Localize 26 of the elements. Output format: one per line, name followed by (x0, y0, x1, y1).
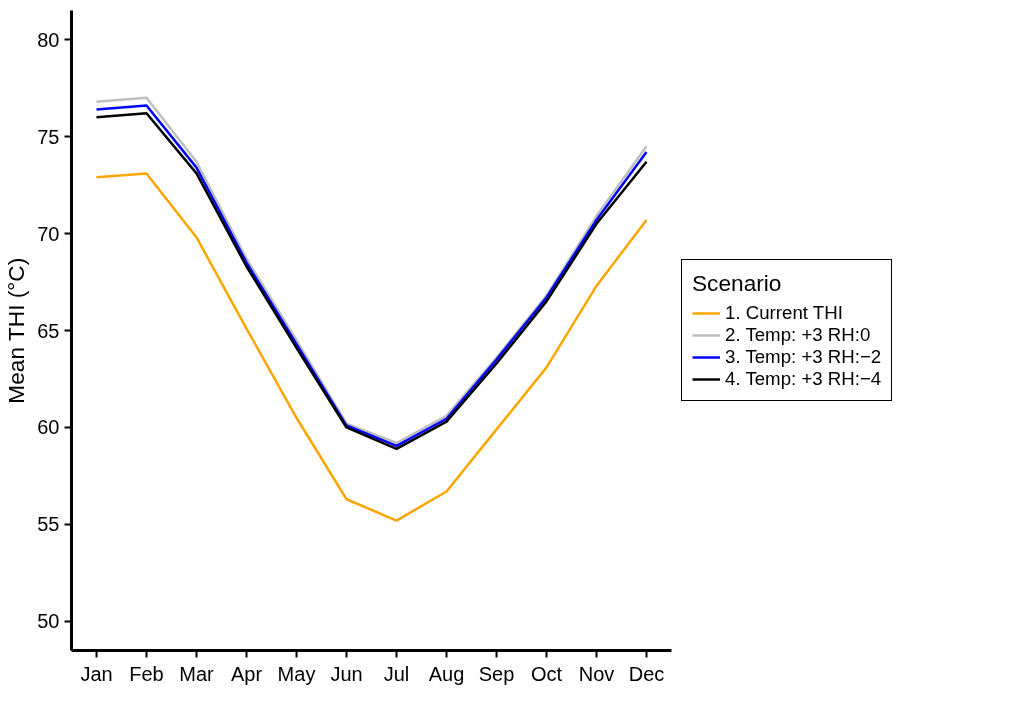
x-tick-label: Aug (428, 662, 465, 685)
legend-label: 1. Current THI (725, 302, 843, 324)
x-tick-label: Dec (628, 662, 665, 685)
x-tick-label: Oct (530, 662, 563, 685)
legend-title: Scenario (692, 270, 783, 297)
x-tick-label: Jun (330, 662, 363, 685)
x-tick-label: Sep (478, 662, 515, 685)
y-tick-label: 60 (37, 416, 60, 439)
y-tick-label: 50 (37, 610, 60, 633)
y-tick-label: 65 (37, 319, 60, 342)
x-tick-label: Apr (230, 662, 263, 685)
x-tick-label: May (277, 662, 316, 685)
x-tick-label: Feb (129, 662, 164, 685)
y-axis-title: Mean THI (°C) (3, 257, 30, 404)
line-series (95, 172, 648, 522)
x-tick-label: Mar (179, 662, 215, 685)
legend-label: 4. Temp: +3 RH:−4 (725, 368, 882, 390)
y-tick-label: 80 (37, 28, 60, 51)
x-tick-label: Jan (80, 662, 113, 685)
legend-label: 2. Temp: +3 RH:0 (725, 324, 871, 346)
x-tick-label: Nov (578, 662, 615, 685)
y-tick-label: 70 (37, 222, 60, 245)
x-tick-label: Jul (383, 662, 410, 685)
y-tick-label: 75 (37, 125, 60, 148)
y-tick-label: 55 (37, 513, 60, 536)
legend-label: 3. Temp: +3 RH:−2 (725, 346, 882, 368)
